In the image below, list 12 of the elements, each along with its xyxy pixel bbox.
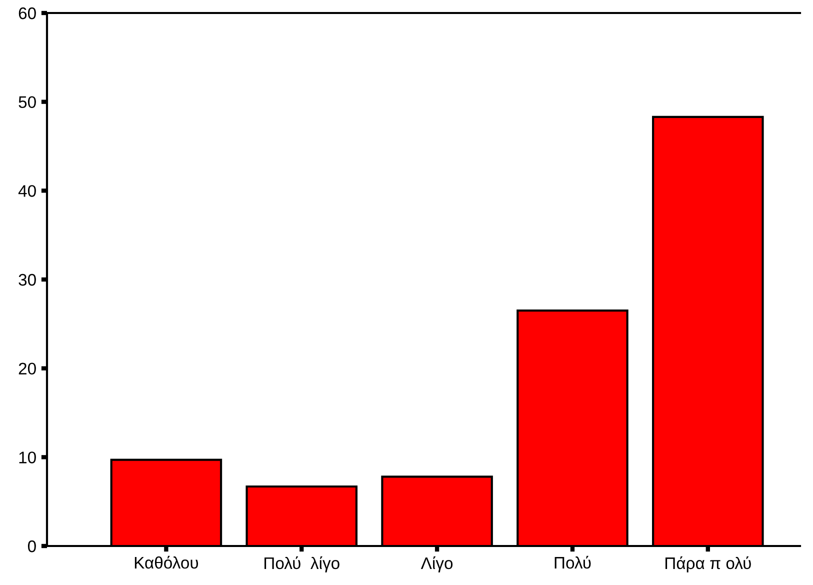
y-tick-label: 10 — [19, 452, 36, 464]
y-tick-label: 40 — [18, 185, 36, 197]
y-tick-label: 30 — [18, 274, 36, 286]
x-tick-label: Καθόλου — [134, 556, 198, 569]
y-tick-label: 50 — [18, 96, 36, 108]
y-tick-label: 60 — [18, 7, 36, 20]
x-tick-label: Λίγο — [420, 556, 453, 572]
x-tick-label: Πάρα π ολύ — [665, 556, 751, 572]
y-tick-label: 20 — [18, 362, 36, 375]
x-tick-label: Πολύ λίγο — [264, 556, 340, 572]
x-tick-label: Πολύ — [554, 556, 591, 569]
y-tick-label: 0 — [28, 540, 36, 552]
